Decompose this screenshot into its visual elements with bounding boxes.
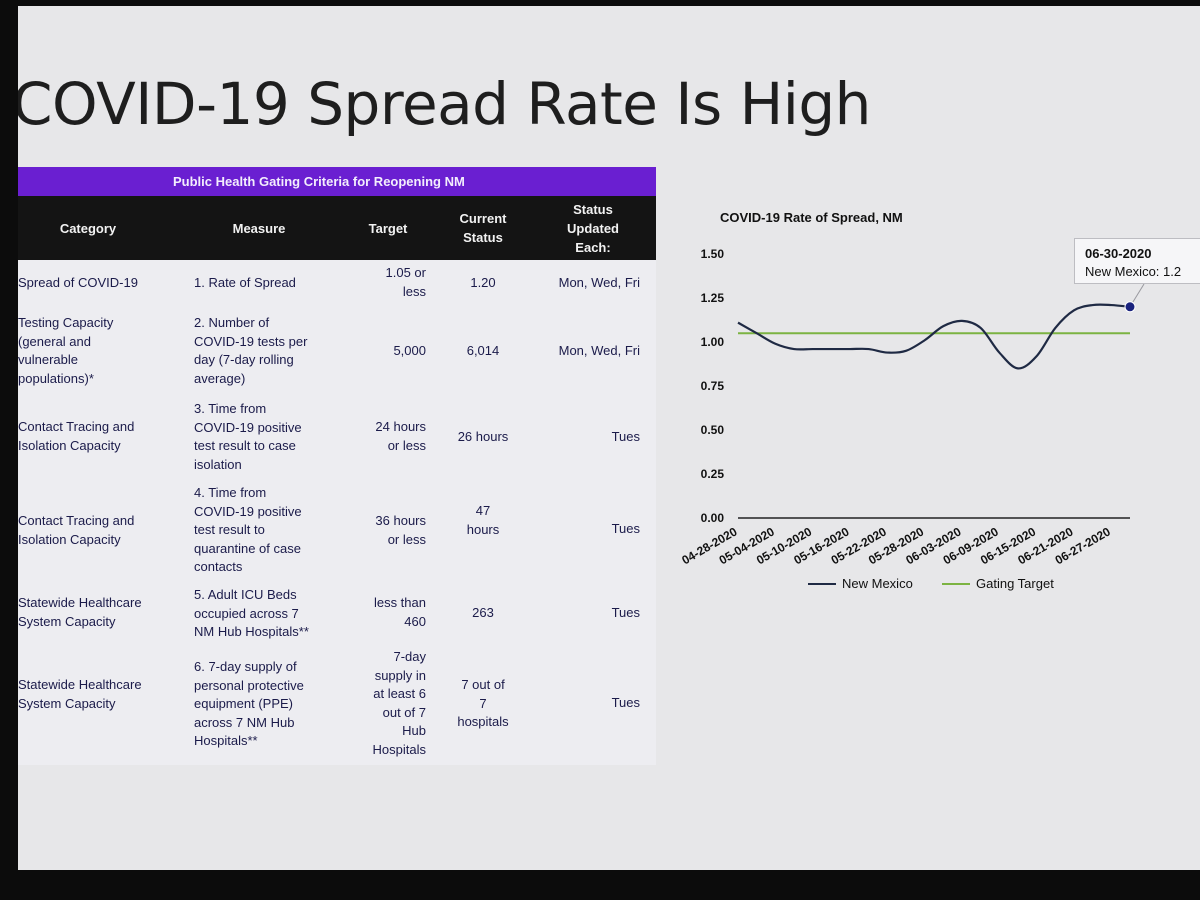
cell-updated: Tues — [611, 521, 640, 536]
cell-category: Testing Capacity (general and vulnerable po… — [18, 315, 114, 386]
cell-category: Statewide Healthcare System Capacity — [18, 595, 142, 629]
header-measure: Measure — [232, 220, 286, 236]
cell-updated: Mon, Wed, Fri — [558, 275, 640, 290]
slide-screen: COVID-19 Spread Rate Is High Public Heal… — [18, 6, 1200, 870]
table-body: Spread of COVID-19 1. Rate of Spread 1.05 … — [18, 260, 656, 765]
cell-target: less than 460 — [373, 595, 426, 629]
legend-label-new-mexico: New Mexico — [842, 576, 913, 591]
cell-category: Statewide Healthcare System Capacity — [18, 677, 142, 711]
cell-current: 47 hours — [466, 503, 500, 537]
cell-current: 263 — [472, 605, 494, 620]
header-current-status: Current Status — [459, 211, 507, 245]
cell-updated: Tues — [611, 695, 640, 710]
cell-current: 6,014 — [466, 343, 500, 358]
cell-category: Contact Tracing and Isolation Capacity — [18, 419, 135, 453]
tooltip-value: New Mexico: 1.2 — [1085, 264, 1182, 279]
table-row: Testing Capacity (general and vulnerable po… — [18, 314, 656, 394]
cell-measure: 5. Adult ICU Beds occupied across 7 NM Hub… — [194, 587, 309, 639]
table-banner: Public Health Gating Criteria for Reopen… — [18, 167, 656, 196]
highlighted-point — [1124, 301, 1136, 313]
cell-current: 7 out of 7 hospitals — [457, 677, 509, 729]
table-header: Category Measure Target Current Status Status… — [18, 196, 656, 260]
y-tick-label: 0.25 — [701, 467, 725, 481]
cell-measure: 2. Number of COVID-19 tests per day (7-day… — [194, 315, 308, 386]
header-category: Category — [59, 220, 117, 236]
table-row: Contact Tracing and Isolation Capacity 3. … — [18, 400, 656, 480]
slide-title: COVID-19 Spread Rate Is High — [18, 70, 871, 138]
cell-target: 24 hours or less — [375, 419, 426, 453]
y-tick-label: 0.75 — [701, 379, 725, 393]
cell-current: 26 hours — [457, 429, 509, 444]
series-line-new-mexico — [737, 303, 1131, 370]
chart-svg: 0.000.250.500.751.001.251.5004-28-202005… — [679, 247, 1145, 591]
gating-criteria-table: Public Health Gating Criteria for Reopen… — [18, 167, 656, 765]
y-tick-label: 1.25 — [701, 291, 725, 305]
y-tick-label: 0.50 — [701, 423, 725, 437]
y-tick-label: 1.00 — [701, 335, 725, 349]
cell-updated: Tues — [611, 605, 640, 620]
cell-updated: Mon, Wed, Fri — [558, 343, 640, 358]
chart-title: COVID-19 Rate of Spread, NM — [720, 210, 903, 225]
table-row: Statewide Healthcare System Capacity 5. Ad… — [18, 586, 656, 644]
table-row: Spread of COVID-19 1. Rate of Spread 1.05 … — [18, 264, 656, 310]
legend-label-gating-target: Gating Target — [976, 576, 1054, 591]
cell-target: 1.05 or less — [385, 265, 426, 299]
table-row: Statewide Healthcare System Capacity 6. 7-… — [18, 648, 656, 762]
cell-measure: 6. 7-day supply of personal protective equ… — [194, 659, 304, 748]
y-tick-label: 0.00 — [701, 511, 725, 525]
cell-target: 36 hours or less — [375, 513, 426, 547]
cell-target: 5,000 — [393, 343, 426, 358]
y-tick-label: 1.50 — [701, 247, 725, 261]
table-row: Contact Tracing and Isolation Capacity 4. … — [18, 484, 656, 582]
header-target: Target — [368, 220, 408, 236]
cell-target: 7-day supply in at least 6 out of 7 Hub Hospi… — [372, 649, 426, 757]
cell-updated: Tues — [611, 429, 640, 444]
tooltip-date: 06-30-2020 — [1085, 246, 1152, 261]
cell-measure: 1. Rate of Spread — [194, 275, 296, 290]
chart-tooltip: 06-30-2020 New Mexico: 1.2 — [1074, 238, 1200, 284]
cell-category: Contact Tracing and Isolation Capacity — [18, 513, 135, 547]
cell-category: Spread of COVID-19 — [18, 275, 138, 290]
cell-current: 1.20 — [470, 275, 496, 290]
cell-measure: 3. Time from COVID-19 positive test result… — [194, 401, 302, 472]
rate-of-spread-chart: COVID-19 Rate of Spread, NM 0.00 0.25 0.50… — [658, 196, 1200, 616]
header-status-updated: Status Updated Each: — [567, 201, 619, 255]
cell-measure: 4. Time from COVID-19 positive test result… — [194, 485, 302, 574]
